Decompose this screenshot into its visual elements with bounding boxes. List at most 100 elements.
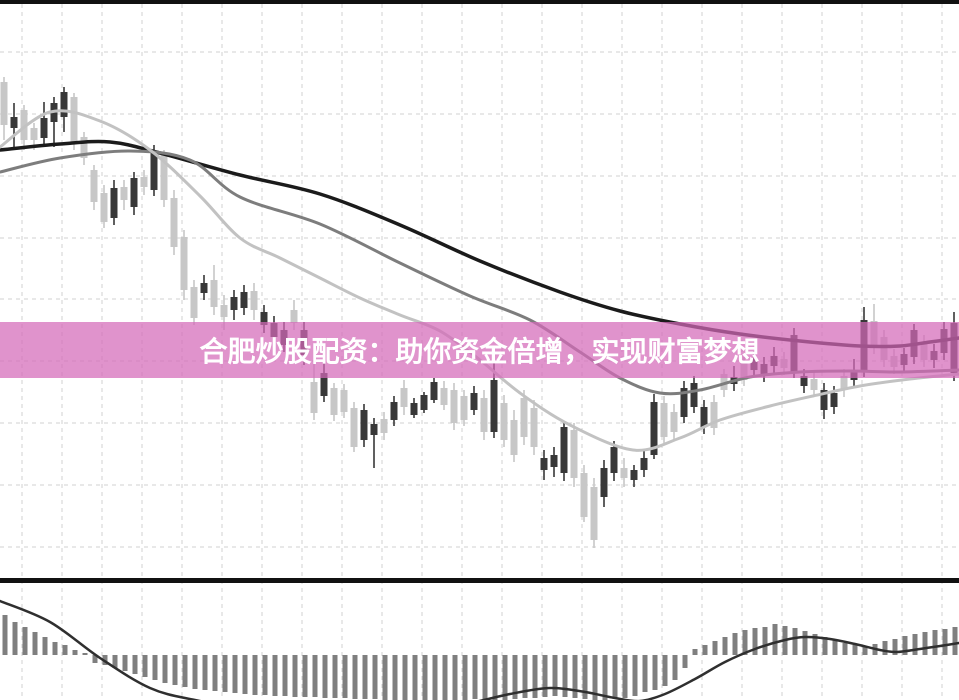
indicator-signal-line: [0, 599, 959, 700]
candle: [680, 381, 688, 423]
macd-bar: [402, 655, 408, 700]
macd-bar: [322, 655, 328, 698]
candle: [130, 172, 138, 215]
candle: [410, 398, 418, 418]
macd-bar: [542, 655, 548, 697]
macd-bar: [822, 637, 828, 655]
candle: [820, 383, 828, 419]
candle: [370, 418, 378, 468]
macd-bar: [162, 655, 168, 683]
candle: [590, 478, 598, 548]
macd-bar: [572, 655, 578, 698]
candle: [350, 402, 358, 452]
candle: [0, 77, 8, 140]
macd-bar: [292, 655, 298, 697]
macd-bar: [62, 645, 68, 655]
candle: [80, 132, 88, 165]
macd-bar: [112, 655, 118, 668]
macd-bar: [922, 632, 928, 655]
macd-bar: [802, 631, 808, 655]
candle: [160, 150, 168, 207]
macd-bar: [252, 655, 258, 695]
macd-bar: [192, 655, 198, 689]
candle: [690, 376, 698, 413]
candle: [70, 93, 78, 150]
macd-bar: [132, 655, 138, 674]
macd-bar: [2, 615, 8, 655]
macd-bar: [382, 655, 388, 700]
candle: [500, 395, 508, 447]
candle: [330, 383, 338, 421]
macd-bar: [92, 655, 98, 663]
candle: [390, 396, 398, 426]
macd-bar: [882, 641, 888, 655]
promo-banner-text: 合肥炒股配资：助你资金倍增，实现财富梦想: [199, 336, 760, 367]
macd-bar: [702, 645, 708, 655]
candle: [200, 275, 208, 300]
candle: [430, 378, 438, 403]
macd-bar: [602, 655, 608, 700]
macd-bar: [622, 655, 628, 698]
macd-bar: [772, 624, 778, 655]
macd-bar: [412, 655, 418, 700]
macd-bar: [902, 636, 908, 655]
candle: [90, 165, 98, 210]
macd-bar: [212, 655, 218, 691]
macd-bar: [762, 627, 768, 655]
macd-bar: [612, 655, 618, 699]
candle: [640, 451, 648, 477]
macd-bar: [262, 655, 268, 695]
macd-bar: [272, 655, 278, 696]
candle: [100, 185, 108, 228]
macd-bar: [182, 655, 188, 687]
macd-bar: [832, 640, 838, 655]
macd-bar: [432, 655, 438, 700]
candle: [230, 290, 238, 320]
macd-bar: [912, 634, 918, 655]
macd-bar: [372, 655, 378, 699]
macd-bar: [742, 630, 748, 655]
macd-bar: [532, 655, 538, 698]
macd-bar: [312, 655, 318, 697]
macd-bar: [582, 655, 588, 699]
macd-bar: [682, 655, 688, 668]
candle: [480, 390, 488, 440]
macd-bar: [842, 643, 848, 655]
macd-bar: [332, 655, 338, 698]
macd-bar: [472, 655, 478, 699]
macd-bar: [562, 655, 568, 697]
macd-bar: [672, 655, 678, 680]
macd-bar: [662, 655, 668, 686]
macd-bar: [302, 655, 308, 697]
candle: [600, 460, 608, 507]
candle: [450, 383, 458, 430]
macd-bar: [232, 655, 238, 693]
candle: [210, 265, 218, 315]
candle: [710, 395, 718, 435]
macd-bar: [522, 655, 528, 698]
candle: [580, 465, 588, 522]
macd-bar: [932, 630, 938, 655]
macd-bar: [592, 655, 598, 700]
candle: [550, 447, 558, 477]
macd-bar: [392, 655, 398, 700]
macd-bar: [202, 655, 208, 690]
macd-bar: [892, 639, 898, 655]
macd-bar: [22, 627, 28, 655]
candle: [440, 381, 448, 410]
promo-banner[interactable]: 合肥炒股配资：助你资金倍增，实现财富梦想: [0, 322, 959, 378]
panel-separator-line: [0, 578, 959, 583]
macd-bar: [122, 655, 128, 671]
macd-bar: [812, 634, 818, 655]
macd-bar: [462, 655, 468, 700]
candle: [420, 392, 428, 413]
frame-layer: [0, 0, 959, 583]
candle: [120, 180, 128, 210]
macd-bar: [692, 649, 698, 655]
macd-bar: [172, 655, 178, 685]
candle: [510, 410, 518, 462]
candle: [190, 280, 198, 325]
macd-bar: [552, 655, 558, 696]
candle: [340, 384, 348, 418]
macd-bar: [712, 641, 718, 655]
